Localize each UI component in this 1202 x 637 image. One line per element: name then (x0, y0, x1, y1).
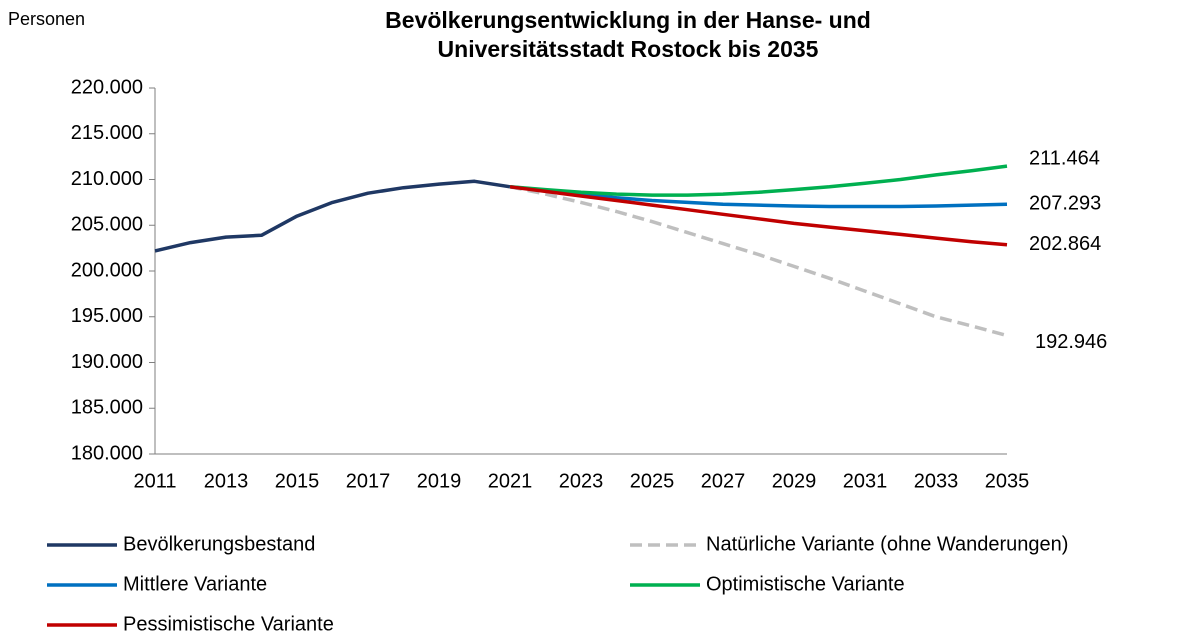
x-tick-label: 2011 (133, 470, 176, 492)
series-line (509, 164, 1008, 197)
y-tick-label: 220.000 (71, 76, 143, 98)
chart-title: Universitätsstadt Rostock bis 2035 (438, 36, 819, 62)
y-tick-label: 195.000 (71, 305, 143, 327)
data-label: 211.464 (1029, 147, 1100, 169)
data-label: 202.864 (1029, 233, 1101, 255)
x-tick-label: 2021 (488, 470, 533, 492)
legend-label: Natürliche Variante (ohne Wanderungen) (706, 533, 1068, 555)
series-line (509, 185, 1008, 338)
data-label: 207.293 (1029, 193, 1101, 215)
y-tick-label: 200.000 (71, 259, 143, 281)
x-tick-label: 2019 (417, 470, 462, 492)
series-line (509, 185, 1008, 209)
legend-label: Optimistische Variante (706, 573, 905, 595)
chart-title: Bevölkerungsentwicklung in der Hanse- un… (385, 7, 871, 33)
y-tick-label: 185.000 (71, 397, 143, 419)
x-tick-label: 2033 (914, 470, 959, 492)
y-tick-label: 190.000 (71, 351, 143, 373)
x-tick-label: 2035 (985, 470, 1030, 492)
x-tick-label: 2023 (559, 470, 604, 492)
y-tick-label: 210.000 (71, 168, 143, 190)
x-tick-label: 2015 (275, 470, 320, 492)
series-line (509, 185, 1008, 247)
x-tick-label: 2031 (843, 470, 888, 492)
legend-label: Pessimistische Variante (123, 613, 334, 635)
x-tick-label: 2017 (346, 470, 391, 492)
series-line (154, 179, 511, 253)
y-axis-label: Personen (8, 9, 85, 29)
y-tick-label: 205.000 (71, 214, 143, 236)
data-label: 192.946 (1035, 331, 1107, 353)
x-tick-label: 2025 (630, 470, 675, 492)
y-tick-label: 180.000 (71, 442, 143, 464)
x-tick-label: 2027 (701, 470, 746, 492)
legend-label: Mittlere Variante (123, 573, 267, 595)
legend-label: Bevölkerungsbestand (123, 533, 315, 555)
x-tick-label: 2029 (772, 470, 817, 492)
x-tick-label: 2013 (204, 470, 249, 492)
y-tick-label: 215.000 (71, 122, 143, 144)
